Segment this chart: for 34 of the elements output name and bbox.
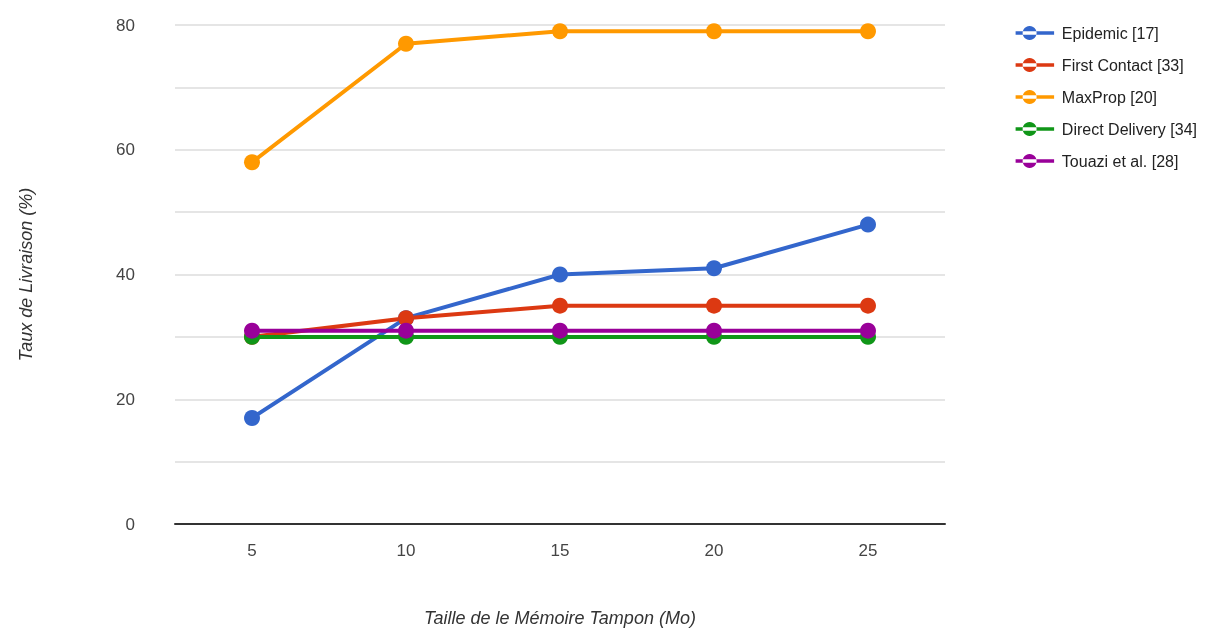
x-tick-label: 10 xyxy=(396,541,416,560)
y-tick-label: 60 xyxy=(116,140,135,160)
point xyxy=(398,35,414,52)
legend-label: Direct Delivery [34] xyxy=(1061,120,1198,138)
x-tick-label: 15 xyxy=(550,541,570,560)
point xyxy=(244,154,260,171)
x-axis-title: Taille de le Mémoire Tampon (Mo) xyxy=(424,608,696,628)
point xyxy=(244,409,260,426)
point xyxy=(860,297,876,314)
point xyxy=(552,322,568,339)
y-tick-label: 80 xyxy=(116,15,135,35)
y-tick-label: 40 xyxy=(116,265,135,284)
y-tick-label: 0 xyxy=(125,514,135,534)
x-tick-label: 25 xyxy=(858,541,878,560)
point xyxy=(706,322,722,339)
legend-label: MaxProp [20] xyxy=(1061,88,1158,106)
point xyxy=(552,297,568,314)
point xyxy=(552,23,568,40)
point xyxy=(860,322,876,339)
point xyxy=(860,23,876,40)
y-tick-label: 20 xyxy=(116,389,135,409)
point xyxy=(244,322,260,339)
x-tick-label: 5 xyxy=(247,541,257,560)
legend-label: Epidemic [17] xyxy=(1061,24,1159,42)
x-tick-label: 20 xyxy=(704,541,724,560)
y-axis-title: Taux de Livraison (%) xyxy=(16,187,36,362)
point xyxy=(860,216,876,233)
point xyxy=(706,23,722,40)
legend-label: Touazi et al. [28] xyxy=(1061,152,1179,170)
point xyxy=(706,297,722,314)
point xyxy=(706,260,722,277)
point xyxy=(398,322,414,339)
point xyxy=(552,266,568,283)
legend-label: First Contact [33] xyxy=(1061,56,1184,74)
